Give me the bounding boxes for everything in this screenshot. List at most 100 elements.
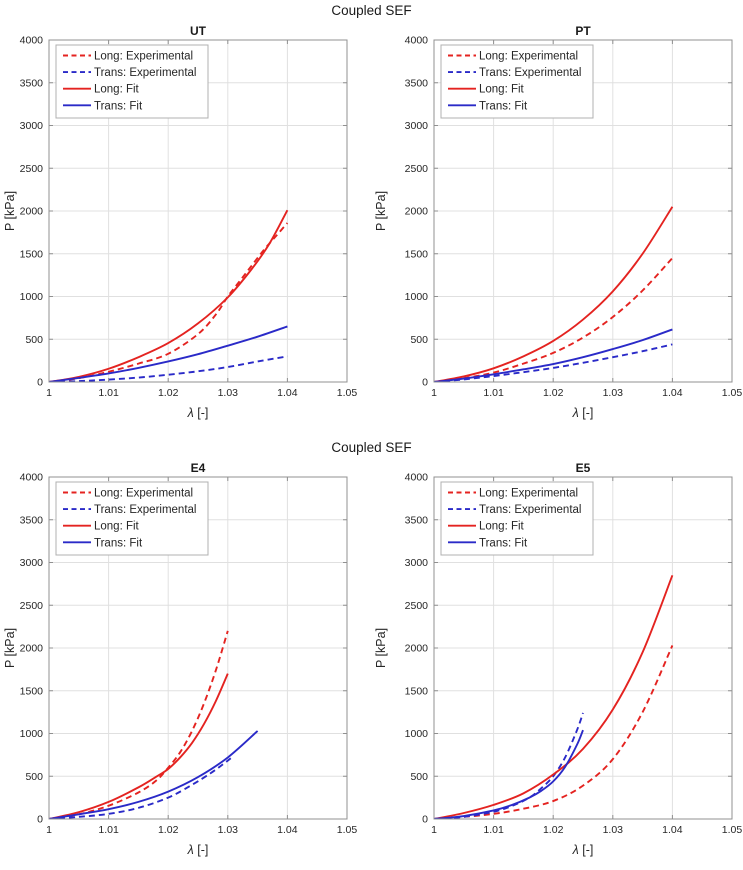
legend-label: Long: Fit bbox=[479, 521, 525, 533]
legend-entry: Long: Experimental bbox=[63, 488, 193, 500]
svg-text:500: 500 bbox=[410, 771, 428, 783]
legend-label: Long: Fit bbox=[94, 521, 140, 533]
svg-text:1000: 1000 bbox=[20, 728, 44, 740]
series-group bbox=[434, 574, 674, 819]
series-group bbox=[49, 630, 259, 819]
svg-text:3500: 3500 bbox=[405, 77, 429, 89]
series-group bbox=[434, 206, 674, 382]
svg-text:1.03: 1.03 bbox=[218, 387, 239, 399]
legend-entry: Trans: Experimental bbox=[63, 67, 196, 79]
svg-text:1.01: 1.01 bbox=[483, 824, 504, 836]
svg-text:1: 1 bbox=[431, 387, 437, 399]
svg-text:2500: 2500 bbox=[405, 163, 429, 175]
x-tick-labels: 1 1.01 1.02 1.03 1.04 1.05 bbox=[46, 824, 357, 836]
legend-label: Long: Experimental bbox=[479, 488, 578, 500]
chart-row: 1 1.01 1.02 1.03 1.04 1.05 0 500 1000 1500 2000 250… bbox=[0, 23, 743, 428]
series-line-trans-experimental bbox=[434, 343, 673, 382]
svg-text:3500: 3500 bbox=[405, 514, 429, 526]
svg-text:1.03: 1.03 bbox=[603, 824, 624, 836]
legend-entry: Trans: Fit bbox=[448, 537, 528, 549]
tick-marks bbox=[433, 476, 733, 820]
legend-entry: Long: Fit bbox=[63, 84, 140, 96]
svg-text:1: 1 bbox=[46, 824, 52, 836]
x-tick-labels: 1 1.01 1.02 1.03 1.04 1.05 bbox=[431, 387, 742, 399]
legend: Long: Experimental Trans: Experimental Lon… bbox=[55, 481, 209, 556]
svg-text:3000: 3000 bbox=[405, 557, 429, 569]
svg-text:0: 0 bbox=[37, 377, 43, 389]
svg-text:1.05: 1.05 bbox=[337, 387, 358, 399]
x-axis-label: λ [-] bbox=[187, 406, 209, 420]
svg-text:1.01: 1.01 bbox=[483, 387, 504, 399]
legend-label: Long: Fit bbox=[94, 84, 140, 96]
svg-text:1.03: 1.03 bbox=[603, 387, 624, 399]
svg-text:2000: 2000 bbox=[20, 206, 44, 218]
svg-text:1500: 1500 bbox=[20, 248, 44, 260]
series-line-long-fit bbox=[49, 209, 289, 382]
figure-row-top: Coupled SEF 1 1.01 1.02 1.03 1.04 1.05 0 500 100… bbox=[0, 0, 743, 428]
legend-entry: Long: Fit bbox=[448, 521, 525, 533]
subplot-title: E5 bbox=[576, 461, 591, 475]
legend-label: Long: Fit bbox=[479, 84, 525, 96]
legend-entry: Long: Fit bbox=[448, 84, 525, 96]
series-line-trans-experimental bbox=[49, 355, 288, 382]
chart-svg: 1 1.01 1.02 1.03 1.04 1.05 0 500 1000 1500 2000 250… bbox=[374, 461, 742, 857]
legend-label: Long: Experimental bbox=[94, 488, 193, 500]
x-tick-labels: 1 1.01 1.02 1.03 1.04 1.05 bbox=[431, 824, 742, 836]
y-tick-labels: 0 500 1000 1500 2000 2500 3000 3500 4000 bbox=[405, 472, 429, 826]
y-axis-label: P [kPa] bbox=[374, 191, 388, 231]
legend-label: Trans: Fit bbox=[94, 537, 143, 549]
legend-label: Trans: Experimental bbox=[94, 504, 196, 516]
tick-marks bbox=[48, 476, 348, 820]
y-tick-labels: 0 500 1000 1500 2000 2500 3000 3500 4000 bbox=[20, 472, 44, 826]
svg-text:1.04: 1.04 bbox=[662, 387, 683, 399]
series-line-trans-fit bbox=[49, 325, 288, 382]
chart-svg: 1 1.01 1.02 1.03 1.04 1.05 0 500 1000 1500 2000 250… bbox=[3, 461, 357, 857]
legend-entry: Trans: Experimental bbox=[63, 504, 196, 516]
figure-suptitle: Coupled SEF bbox=[331, 3, 412, 18]
svg-text:1.01: 1.01 bbox=[98, 824, 119, 836]
y-axis-label: P [kPa] bbox=[374, 628, 388, 668]
subplot-title: UT bbox=[190, 24, 207, 38]
x-axis-label: λ [-] bbox=[572, 843, 594, 857]
svg-text:500: 500 bbox=[410, 334, 428, 346]
svg-text:3000: 3000 bbox=[20, 120, 44, 132]
svg-text:1000: 1000 bbox=[20, 291, 44, 303]
subplot-title: PT bbox=[575, 24, 591, 38]
chart-svg: 1 1.01 1.02 1.03 1.04 1.05 0 500 1000 1500 2000 250… bbox=[374, 24, 742, 420]
legend-label: Trans: Experimental bbox=[479, 504, 581, 516]
series-line-long-fit bbox=[434, 206, 674, 382]
svg-text:1.05: 1.05 bbox=[722, 824, 742, 836]
legend-label: Trans: Experimental bbox=[479, 67, 581, 79]
svg-text:1.02: 1.02 bbox=[158, 824, 179, 836]
series-line-long-experimental bbox=[49, 630, 229, 819]
svg-text:2500: 2500 bbox=[20, 163, 44, 175]
svg-text:1500: 1500 bbox=[405, 248, 429, 260]
legend-entry: Trans: Fit bbox=[448, 100, 528, 112]
series-line-trans-fit bbox=[434, 729, 584, 819]
tick-marks bbox=[433, 39, 733, 383]
series-line-long-fit bbox=[49, 673, 229, 819]
y-axis-label: P [kPa] bbox=[3, 628, 17, 668]
legend-label: Trans: Fit bbox=[479, 537, 528, 549]
figure-suptitle: Coupled SEF bbox=[331, 440, 412, 455]
series-group bbox=[49, 209, 289, 382]
subplot-title: E4 bbox=[191, 461, 206, 475]
series-line-trans-fit bbox=[49, 730, 259, 819]
svg-text:1.02: 1.02 bbox=[158, 387, 179, 399]
x-axis-label: λ [-] bbox=[572, 406, 594, 420]
svg-text:4000: 4000 bbox=[405, 472, 429, 484]
legend-entry: Long: Experimental bbox=[448, 51, 578, 63]
svg-text:1000: 1000 bbox=[405, 291, 429, 303]
legend-label: Long: Experimental bbox=[479, 51, 578, 63]
chart-svg: 1 1.01 1.02 1.03 1.04 1.05 0 500 1000 1500 2000 250… bbox=[3, 24, 358, 420]
svg-text:2000: 2000 bbox=[405, 206, 429, 218]
figure-row-bottom: Coupled SEF 1 1.01 1.02 1.03 1.04 1.05 0 500 100… bbox=[0, 428, 743, 865]
svg-text:1000: 1000 bbox=[405, 728, 429, 740]
legend: Long: Experimental Trans: Experimental Lon… bbox=[440, 44, 594, 119]
svg-text:1500: 1500 bbox=[405, 685, 429, 697]
svg-text:1.02: 1.02 bbox=[543, 387, 564, 399]
svg-text:2500: 2500 bbox=[20, 600, 44, 612]
legend: Long: Experimental Trans: Experimental Lon… bbox=[440, 481, 594, 556]
svg-text:0: 0 bbox=[37, 814, 43, 826]
series-line-trans-experimental bbox=[434, 712, 584, 819]
